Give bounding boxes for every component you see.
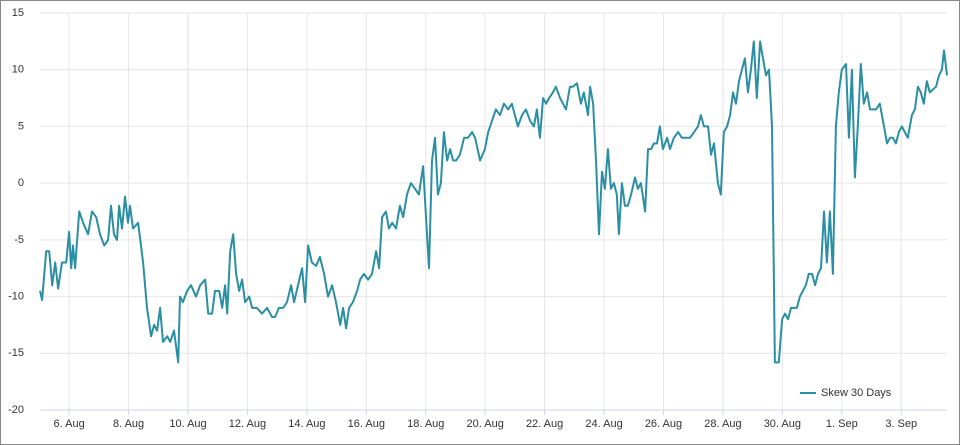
x-tick-label: 16. Aug [348, 418, 385, 430]
x-tick-label: 6. Aug [54, 418, 85, 430]
x-tick-label: 1. Sep [826, 418, 858, 430]
y-tick-label: -5 [14, 234, 24, 246]
x-tick-label: 26. Aug [645, 418, 682, 430]
x-tick-label: 24. Aug [585, 418, 622, 430]
y-tick-label: -20 [8, 404, 24, 416]
y-tick-label: 10 [12, 64, 24, 76]
y-tick-label: 15 [12, 7, 24, 19]
x-tick-label: 10. Aug [169, 418, 206, 430]
series-line [39, 40, 948, 364]
y-tick-label: 5 [18, 120, 24, 132]
x-tick-label: 12. Aug [229, 418, 266, 430]
x-tick-label: 30. Aug [764, 418, 801, 430]
x-tick-label: 14. Aug [288, 418, 325, 430]
y-tick-label: -15 [8, 347, 24, 359]
legend-label: Skew 30 Days [821, 387, 892, 399]
x-tick-label: 3. Sep [885, 418, 917, 430]
y-tick-label: 0 [18, 177, 24, 189]
x-tick-label: 28. Aug [704, 418, 741, 430]
x-tick-label: 20. Aug [467, 418, 504, 430]
x-tick-label: 18. Aug [407, 418, 444, 430]
y-tick-label: -10 [8, 290, 24, 302]
x-tick-label: 22. Aug [526, 418, 563, 430]
x-tick-label: 8. Aug [113, 418, 144, 430]
